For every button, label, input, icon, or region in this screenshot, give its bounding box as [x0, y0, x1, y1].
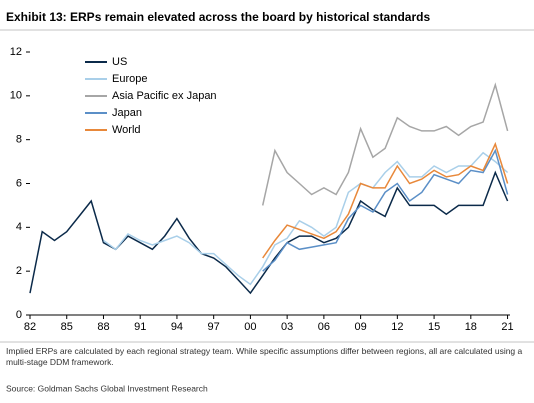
series-line: [262, 148, 509, 272]
chart-title: Exhibit 13: ERPs remain elevated across …: [6, 10, 430, 24]
x-tick-label: 03: [281, 321, 293, 333]
note: Implied ERPs are calculated by each regi…: [6, 346, 523, 367]
y-tick-label: 0: [16, 309, 22, 321]
x-tick-label: 21: [501, 321, 513, 333]
x-tick-label: 06: [318, 321, 330, 333]
x-tick-label: 09: [354, 321, 366, 333]
legend-label: Europe: [112, 73, 147, 85]
x-tick-label: 91: [134, 321, 146, 333]
legend-label: World: [112, 124, 141, 136]
y-tick-label: 6: [16, 177, 22, 189]
y-tick-label: 12: [10, 46, 22, 58]
x-tick-label: 18: [465, 321, 477, 333]
series-line: [262, 141, 509, 259]
legend-label: Asia Pacific ex Japan: [112, 90, 217, 102]
x-tick-label: 82: [24, 321, 36, 333]
x-tick-label: 15: [428, 321, 440, 333]
source: Source: Goldman Sachs Global Investment …: [6, 383, 208, 393]
series-line: [103, 151, 509, 286]
x-tick-label: 00: [244, 321, 256, 333]
x-tick-label: 97: [208, 321, 220, 333]
x-tick-label: 88: [97, 321, 109, 333]
legend-label: Japan: [112, 107, 142, 119]
series-line: [29, 170, 509, 295]
y-tick-label: 10: [10, 90, 22, 102]
y-tick-label: 4: [16, 221, 22, 233]
note-box: Implied ERPs are calculated by each regi…: [6, 346, 523, 367]
y-tick-label: 8: [16, 134, 22, 146]
legend-label: US: [112, 56, 127, 68]
series-line: [261, 82, 509, 206]
x-tick-label: 12: [391, 321, 403, 333]
x-tick-label: 94: [171, 321, 183, 333]
x-tick-label: 85: [61, 321, 73, 333]
y-tick-label: 2: [16, 265, 22, 277]
